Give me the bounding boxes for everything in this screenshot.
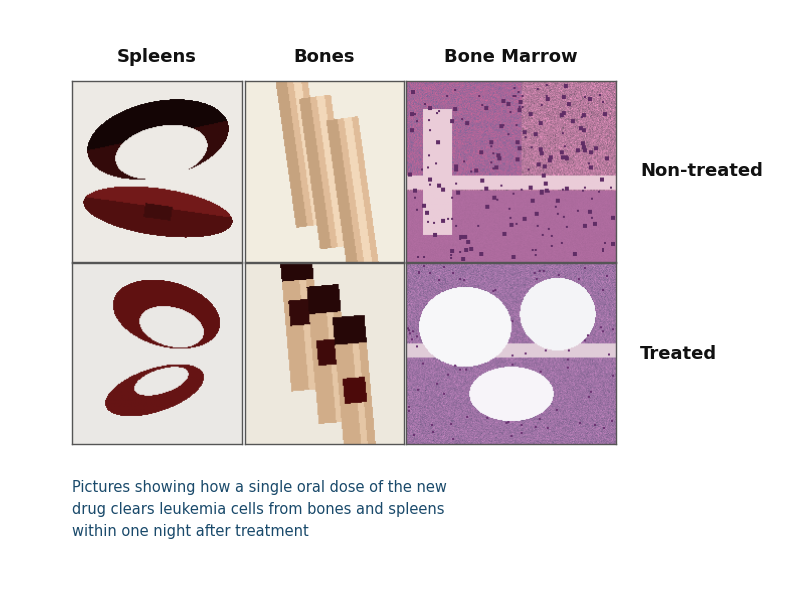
- Text: Spleens: Spleens: [117, 48, 197, 66]
- Text: Non-treated: Non-treated: [640, 163, 763, 181]
- Text: Bones: Bones: [294, 48, 355, 66]
- Text: Treated: Treated: [640, 344, 717, 362]
- Text: Pictures showing how a single oral dose of the new
drug clears leukemia cells fr: Pictures showing how a single oral dose …: [72, 480, 447, 539]
- Text: Bone Marrow: Bone Marrow: [444, 48, 578, 66]
